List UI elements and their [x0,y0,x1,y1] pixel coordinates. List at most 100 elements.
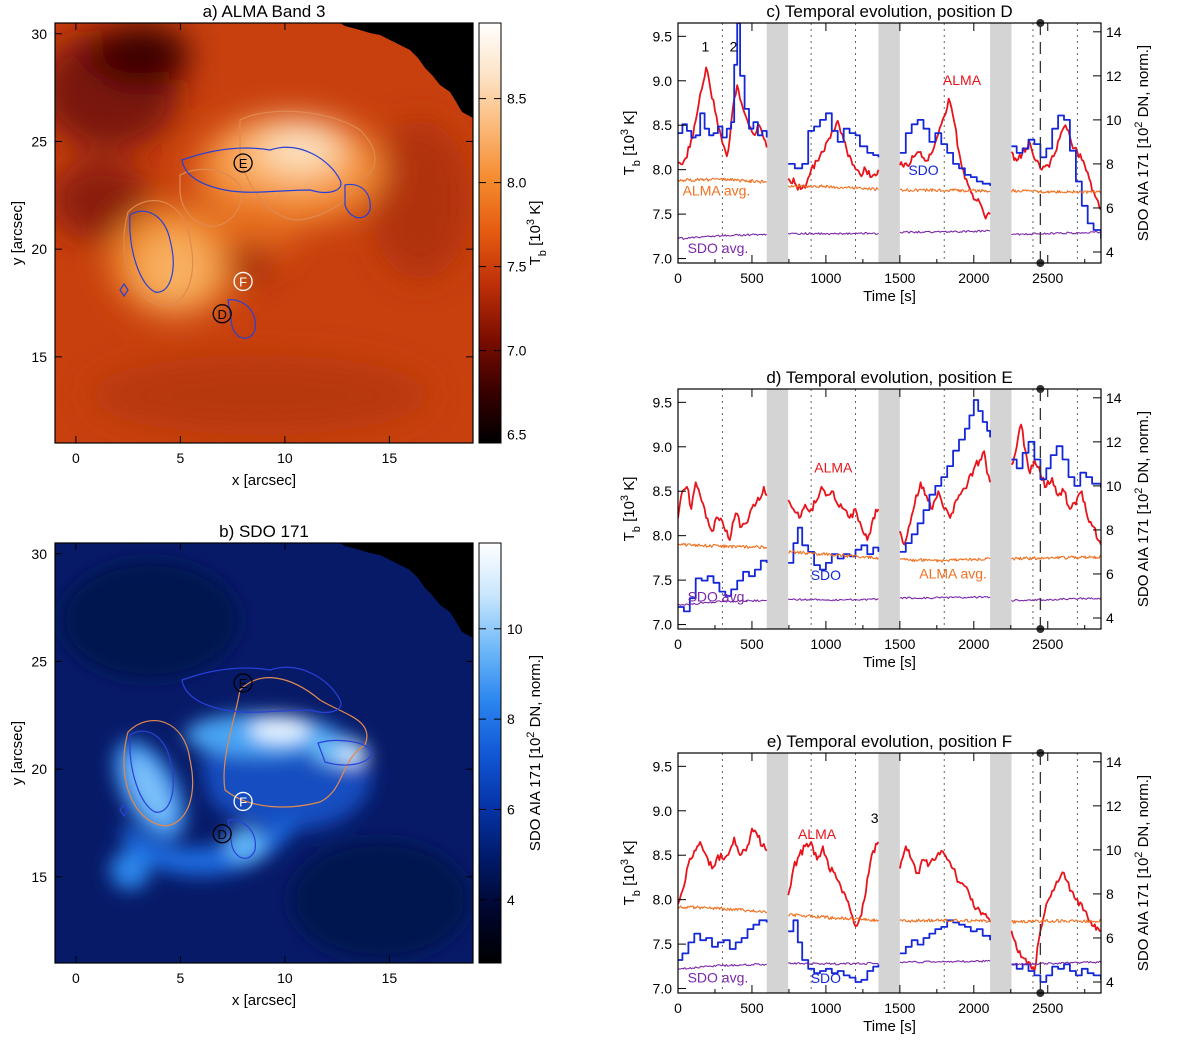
series-line-segment [1010,423,1101,545]
map-xtick-label: 10 [277,970,293,986]
timeseries-title: d) Temporal evolution, position E [766,368,1012,387]
x-tick-label: 2000 [958,636,989,652]
map-xtick-label: 10 [277,450,293,466]
series-alma-avg [678,542,1101,563]
series-sdo-avg [678,959,1101,970]
series-line-segment [1011,918,1101,924]
y-tick-label-right: 14 [1106,24,1122,40]
y-tick-label-right: 8 [1106,156,1114,172]
alma-map-panel: a) ALMA Band 3 [9,2,549,489]
y-tick-label-right: 14 [1106,390,1122,406]
y-tick-label-right: 6 [1106,566,1114,582]
data-gap-band [766,753,789,993]
series-annotation: ALMA avg. [919,565,987,581]
x-tick-label: 2500 [1032,636,1063,652]
position-marker-e [233,673,253,693]
sdo-map-panel: b) SDO 171 [9,522,544,1009]
data-gap-band [878,23,900,263]
series-annotation: SDO [811,970,841,986]
sdo-map-axes: 0 5 10 15 15 20 25 30 [31,543,473,986]
timeseries-plot-area [678,389,1101,629]
y-tick-label-left: 9.0 [653,803,673,819]
series-alma-avg [678,177,1101,194]
series-line-segment [678,23,768,139]
position-marker-d [212,304,232,324]
x-tick-label: 2500 [1032,270,1063,286]
position-marker-label: F [239,274,247,289]
position-marker-label: D [218,307,227,322]
series-annotation: SDO [908,162,938,178]
y-tick-label-right: 4 [1106,610,1114,626]
x-axis-label: Time [s] [863,1018,916,1035]
sdo-map-ylabel: y [arcsec] [9,721,26,785]
series-line-segment [678,919,768,961]
series-line-segment [678,599,767,606]
x-tick-label: 1500 [884,636,915,652]
position-marker-label: E [239,156,248,171]
series-line-segment [787,841,880,928]
x-tick-label: 500 [740,1000,764,1016]
y-tick-label-left: 8.0 [653,162,673,178]
series-line-segment [788,550,879,560]
series-annotation: SDO avg. [688,969,749,985]
timeseries-frame [677,752,1102,994]
series-line-segment [899,229,991,234]
timeseries-frame [677,388,1102,630]
sdo-map-xlabel: x [arcsec] [232,992,296,1009]
alma-map-axes: 0 5 10 15 15 20 25 30 [31,23,473,466]
sdo-map-image [55,543,473,963]
colorbar-tick-label: 8.5 [507,91,527,107]
map-ytick-label: 15 [31,869,47,885]
data-gap-band [990,753,1012,993]
alma-colorbar [478,22,502,444]
series-alma [678,423,1101,546]
series-line-segment [1010,124,1101,211]
series-line-segment [899,918,991,923]
series-alma-avg [678,905,1101,924]
colorbar-tick-label: 8 [507,711,515,727]
series-line-segment [678,559,768,613]
series-line-segment [788,112,880,170]
x-tick-label: 2000 [958,1000,989,1016]
y-axis-label-right: SDO AIA 171 [102 DN, norm.] [1133,411,1152,607]
map-ytick-label: 30 [31,546,47,562]
map-ytick-label: 30 [31,26,47,42]
series-annotation: ALMA [798,826,837,842]
alma-colorbar-label: Tb [103 K] [525,201,549,266]
colorbar-tick-label: 8.0 [507,175,527,191]
timeseries-plot-area [678,23,1101,263]
position-marker-label: F [239,794,247,809]
series-annotation: ALMA avg. [683,182,751,198]
map-xtick-label: 0 [72,450,80,466]
series-line-segment [1011,963,1101,983]
y-tick-label-left: 8.5 [653,483,673,499]
position-marker-label: E [239,676,248,691]
data-gap-band [878,389,900,629]
x-tick-label: 1500 [884,270,915,286]
y-tick-label-left: 8.0 [653,528,673,544]
y-tick-label-left: 7.0 [653,617,673,633]
x-tick-label: 0 [674,636,682,652]
y-tick-label-right: 4 [1106,974,1114,990]
x-tick-label: 1000 [810,636,841,652]
series-line-segment [899,919,991,955]
timeseries-plot-area [678,753,1101,993]
sdo-map-title: b) SDO 171 [219,522,309,541]
position-marker-f [233,271,253,292]
series-line-segment [787,183,879,192]
map-xtick-label: 0 [72,970,80,986]
x-tick-label: 0 [674,270,682,286]
y-tick-label-right: 6 [1106,930,1114,946]
x-axis-label: Time [s] [863,288,916,305]
alma-map-title: a) ALMA Band 3 [203,2,326,21]
data-gap-band [766,389,789,629]
series-annotation: 2 [730,38,738,54]
series-line-segment [678,481,768,541]
timeseries-panel-f: e) Temporal evolution, position F 0 500 100… [619,732,1152,1035]
series-line-segment [1010,871,1101,972]
y-tick-label-left: 9.5 [653,394,673,410]
series-line-segment [788,913,879,923]
colorbar-tick-label: 10 [507,621,523,637]
series-line-segment [678,177,767,184]
position-marker-f [233,791,253,812]
